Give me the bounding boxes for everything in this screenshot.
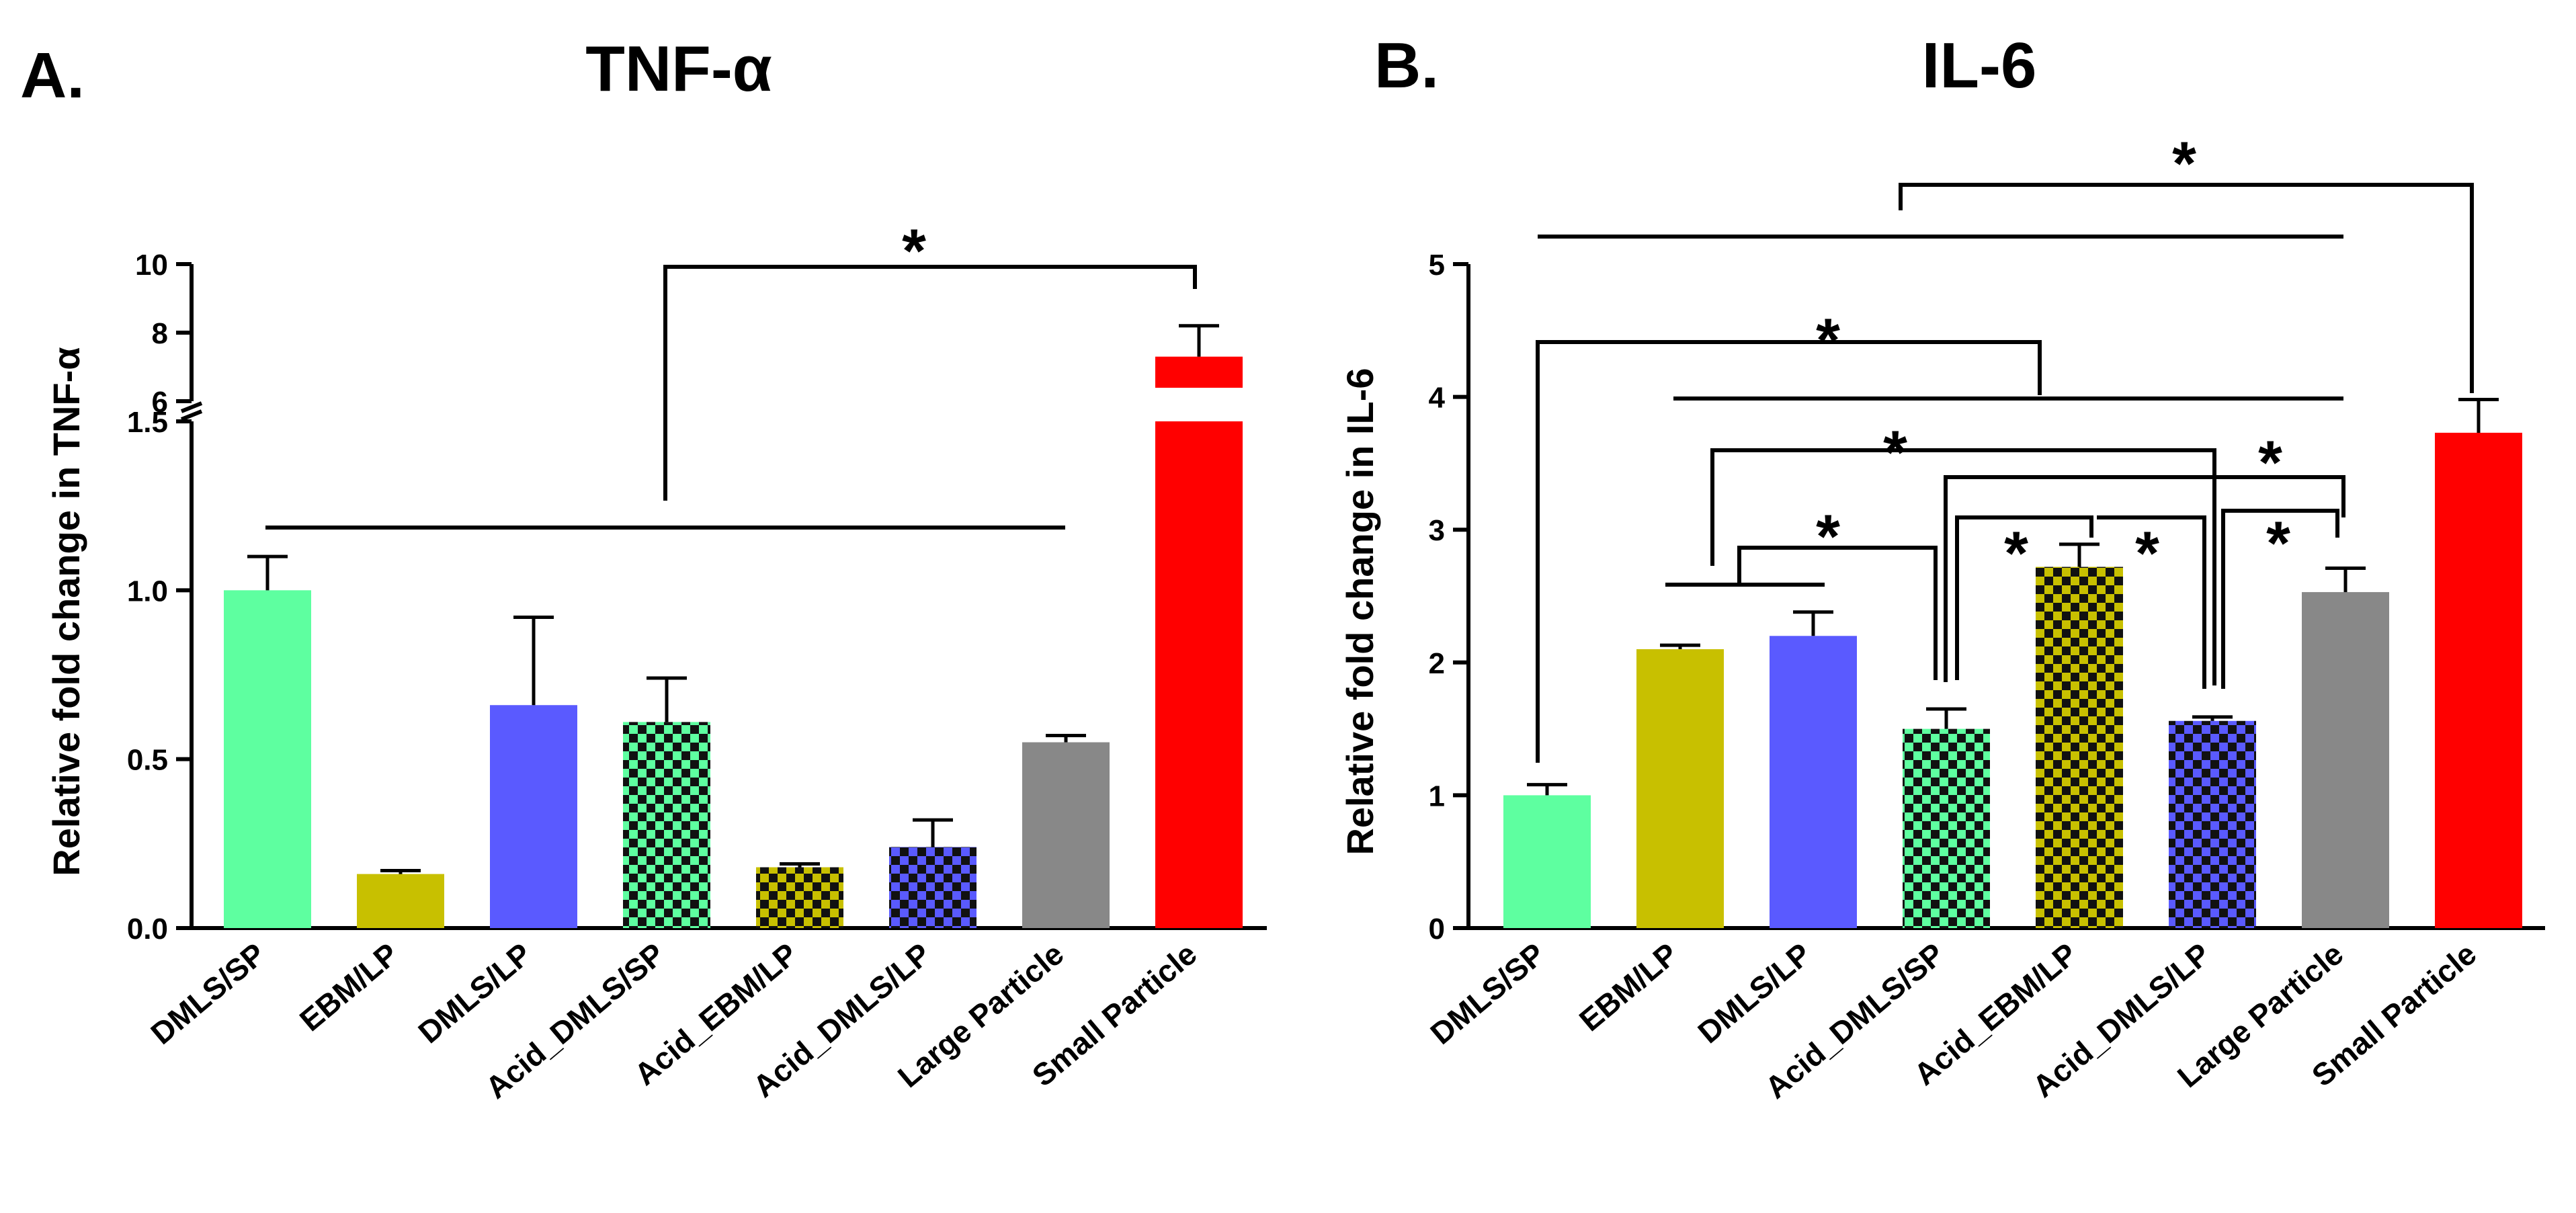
chart-a-bar — [756, 867, 843, 928]
chart-a-bar-upper — [1155, 356, 1243, 388]
chart-a-y-axis-label: Relative fold change in TNF-α — [45, 347, 87, 876]
chart-a-category-label: EBM/LP — [293, 936, 405, 1038]
chart-a-error-bar — [913, 818, 953, 847]
chart-a-bar — [357, 874, 444, 928]
chart-b-star-4: * — [2258, 429, 2282, 497]
chart-a-bar — [1155, 421, 1243, 928]
chart-a-axis-break-mark — [180, 401, 203, 421]
chart-a-bar — [623, 722, 710, 928]
chart-b-category-labels: DMLS/SP EBM/LP DMLS/LPAcid_DMLS/SPAcid_EBM… — [1423, 936, 2483, 1105]
chart-b-category-label: EBM/LP — [1573, 936, 1685, 1038]
chart-b-bracket-6 — [1955, 515, 2093, 680]
chart-b-error-bar — [2458, 398, 2499, 433]
chart-b-bracket-4 — [1944, 475, 2345, 682]
chart-b-title: IL-6 — [1922, 30, 2037, 101]
chart-b-error-bar — [2059, 542, 2100, 567]
chart-panel-b: B. IL-6 Relative fold change in IL-6 0 1 2… — [1339, 30, 2545, 1105]
chart-a-error-bar — [380, 869, 421, 874]
chart-a-category-label: DMLS/LP — [411, 936, 538, 1050]
chart-a-bar — [224, 590, 311, 928]
chart-b-bracket-7 — [2097, 515, 2206, 689]
chart-b-bracket-3 — [1710, 448, 2216, 685]
chart-b-bar — [1903, 728, 1990, 928]
chart-a-title: TNF-α — [585, 33, 772, 105]
chart-b-bracket-8 — [2221, 509, 2339, 689]
chart-b-y-tick-label: 4 — [1429, 382, 1446, 415]
chart-a-bar — [490, 705, 577, 928]
chart-panel-a: A. TNF-α Relative fold change in TNF-α 0… — [20, 33, 1267, 1105]
chart-b-y-axis-label: Relative fold change in IL-6 — [1339, 368, 1381, 855]
chart-b-star-1: * — [2172, 130, 2196, 198]
chart-b-error-bar — [1793, 610, 1833, 636]
chart-b-bracket-5 — [1737, 546, 1938, 680]
chart-b-star-7: * — [2135, 519, 2159, 588]
chart-b-star-3: * — [1883, 419, 1907, 487]
chart-a-y-tick-label: 10 — [135, 249, 168, 282]
chart-b-bar — [1770, 636, 1857, 928]
chart-b-y-ticks: 0 1 2 3 4 5 — [1429, 249, 1468, 946]
chart-b-error-bar — [2192, 715, 2233, 721]
panel-b-label: B. — [1374, 30, 1439, 101]
chart-a-y-tick-label: 6 — [152, 386, 168, 419]
chart-a-y-tick-label: 0.0 — [127, 913, 168, 946]
chart-b-star-8: * — [2266, 509, 2290, 578]
chart-b-bar — [2036, 567, 2123, 928]
chart-b-star-2: * — [1816, 306, 1840, 375]
panel-a-label: A. — [20, 40, 85, 112]
chart-a-y-ticks: 0.0 0.5 1.0 1.56 8 10 — [127, 249, 192, 946]
chart-b-bar — [2435, 432, 2522, 928]
chart-b-bar — [2169, 720, 2256, 928]
chart-a-y-tick-label: 1.5 — [127, 406, 168, 439]
chart-a-bars — [224, 324, 1243, 928]
chart-b-error-bar — [2325, 567, 2366, 593]
chart-b-bracket-top — [1899, 183, 2474, 393]
chart-b-star-5: * — [1816, 503, 1840, 571]
chart-a-significance: * — [265, 217, 1197, 530]
chart-a-y-tick-label: 1.0 — [127, 575, 168, 608]
chart-a-category-label: DMLS/SP — [144, 936, 272, 1051]
chart-b-significance: * * * * * * * * — [1536, 130, 2474, 763]
chart-b-category-label: DMLS/LP — [1691, 936, 1817, 1050]
chart-b-category-label: DMLS/SP — [1423, 936, 1551, 1051]
chart-a-bracket — [663, 265, 1197, 501]
chart-a-error-bar — [1046, 733, 1086, 743]
chart-b-bar — [1636, 649, 1724, 928]
chart-b-y-tick-label: 2 — [1429, 647, 1445, 680]
chart-a-error-bar — [513, 616, 554, 706]
chart-a-y-tick-label: 8 — [152, 317, 168, 350]
chart-a-bar — [1022, 742, 1110, 928]
chart-b-bars — [1503, 398, 2522, 928]
chart-a-error-bar — [780, 862, 820, 868]
chart-a-category-labels: DMLS/SP EBM/LP DMLS/LPAcid_DMLS/SPAcid_EBM… — [144, 936, 1203, 1105]
chart-a-significance-star: * — [902, 217, 926, 286]
chart-b-error-bar — [1926, 707, 1966, 729]
chart-b-y-tick-label: 5 — [1429, 249, 1445, 282]
chart-b-bracket-2 — [1536, 340, 2042, 763]
chart-b-bar — [2302, 592, 2389, 928]
chart-b-y-tick-label: 0 — [1429, 913, 1445, 946]
chart-b-y-tick-label: 1 — [1429, 780, 1445, 812]
chart-b-error-bar — [1660, 643, 1700, 650]
chart-b-star-6: * — [2004, 519, 2028, 588]
chart-a-y-tick-label: 0.5 — [127, 744, 168, 777]
chart-b-bar — [1503, 795, 1591, 928]
chart-a-error-bar — [647, 676, 687, 722]
chart-a-bar — [889, 847, 977, 928]
chart-a-error-bar — [1179, 324, 1219, 357]
chart-a-error-bar — [247, 554, 288, 591]
chart-b-y-tick-label: 3 — [1429, 514, 1445, 547]
chart-b-error-bar — [1527, 783, 1567, 796]
